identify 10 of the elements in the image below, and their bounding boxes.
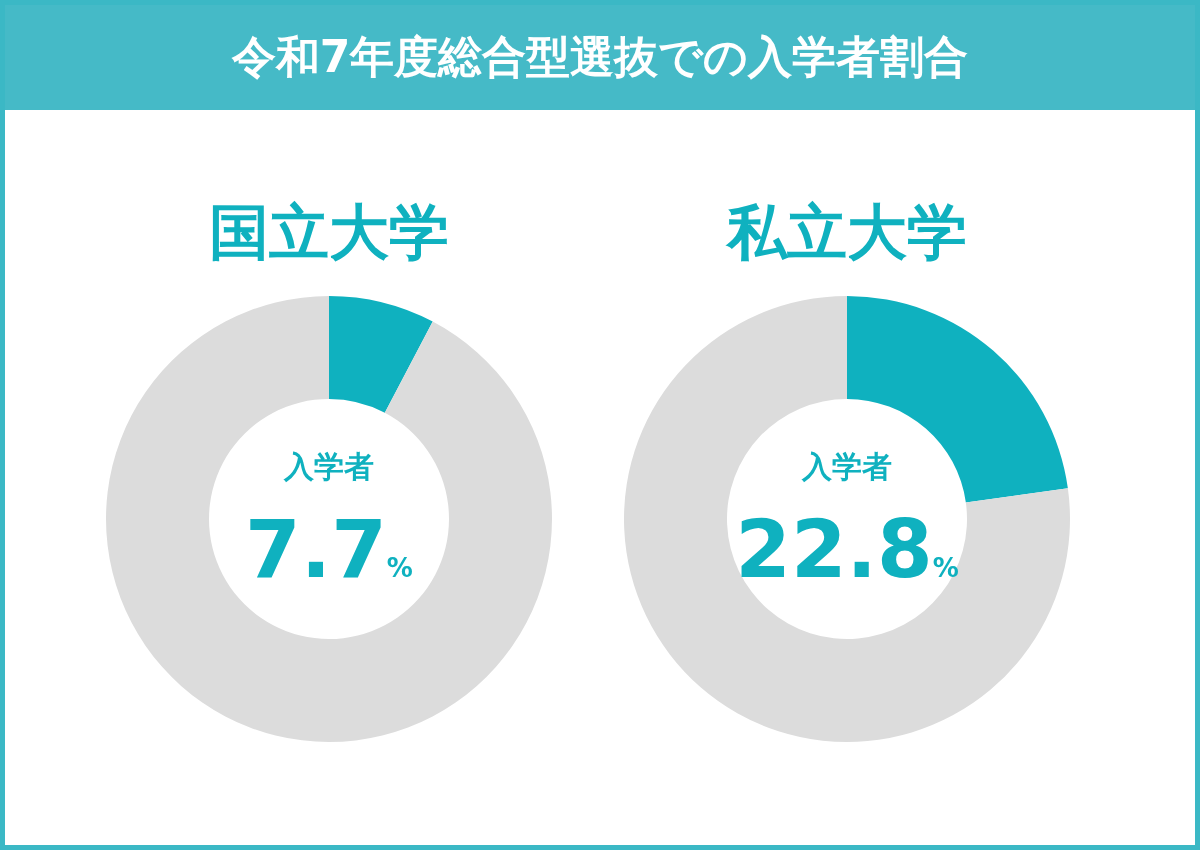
chart-title: 私立大学 xyxy=(725,197,967,267)
data-label: 7.7% xyxy=(245,503,413,596)
text: 令和7年度総合型選抜での入学者割合 xyxy=(231,30,969,84)
data-label: 22.8% xyxy=(735,503,959,596)
donut-slice xyxy=(106,296,552,742)
slice-label: 入学者 xyxy=(801,449,892,484)
donut-slice xyxy=(624,296,1070,742)
donut-slice xyxy=(329,296,433,413)
chart-title: 国立大学 xyxy=(209,197,449,267)
slice-label: 入学者 xyxy=(283,449,374,484)
